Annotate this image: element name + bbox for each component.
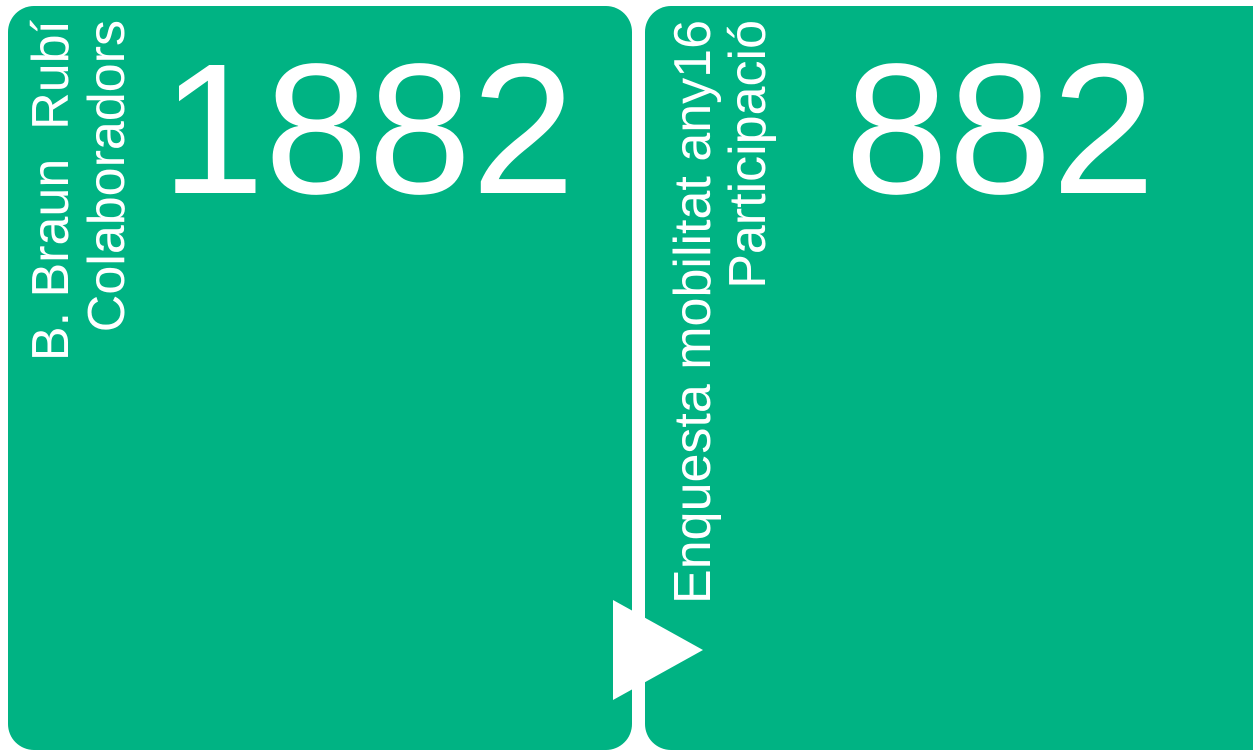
box-title-line: B. Braun Rubí [22, 19, 80, 361]
box [8, 6, 632, 750]
box [645, 6, 1253, 750]
box-value: 1882 [161, 26, 575, 233]
arrow [613, 600, 703, 700]
box-title-line: Colaboradors [78, 20, 136, 332]
box-title-line: Participació [719, 20, 777, 289]
box-value: 882 [845, 26, 1155, 233]
box-title-line: Enquesta mobilitat any16 [664, 20, 722, 604]
